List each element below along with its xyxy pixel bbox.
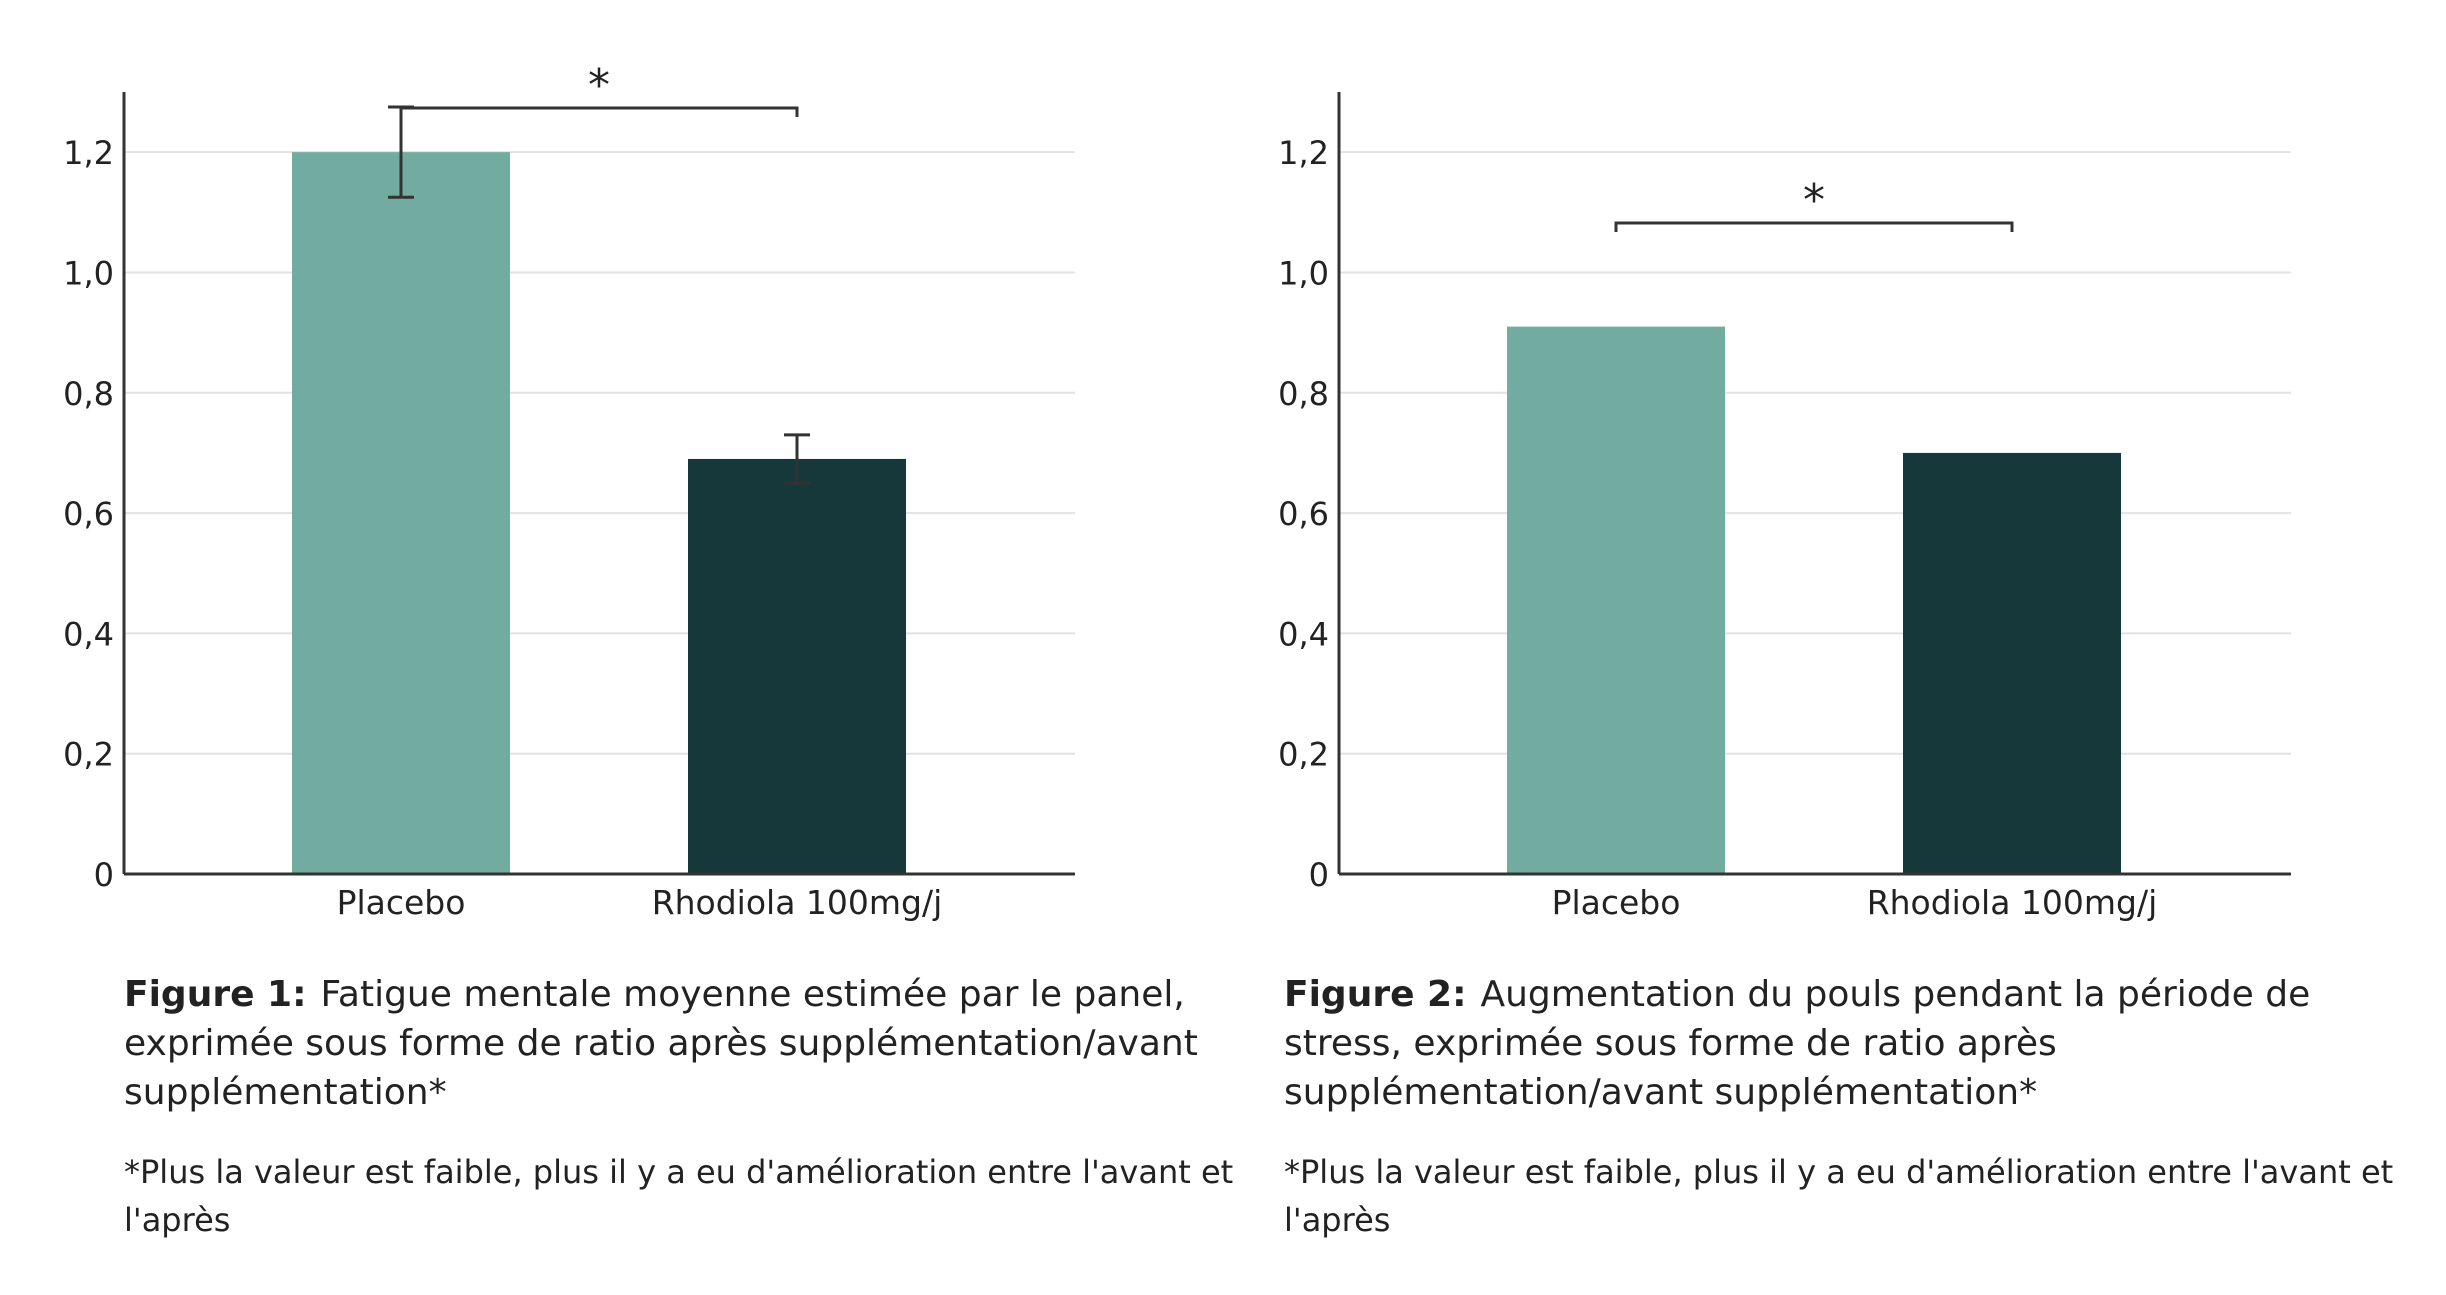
figure-2-bar-placebo [1507, 326, 1725, 875]
figure-1-y-tick-label: 0,6 [63, 495, 114, 533]
figure-1-y-tick-label: 0,8 [63, 375, 114, 413]
figure-2-label: Figure 2: [1284, 974, 1467, 1015]
figure-1-y-tick-label: 0,4 [63, 615, 114, 653]
figure-2-caption-text: Augmentation du pouls pendant la période… [1284, 974, 2311, 1113]
figure-1-note: *Plus la valeur est faible, plus il y a … [124, 1153, 1234, 1239]
figure-2-x-tick-label: Rhodiola 100mg/j [1867, 883, 2158, 922]
figure-2-y-tick-label: 0,6 [1278, 495, 1329, 533]
figure-2-y-tick-label: 0,4 [1278, 615, 1329, 653]
figure-1-x-tick-label: Placebo [337, 883, 466, 922]
figure-1-significance-label: * [588, 60, 610, 111]
figure-2-significance-bracket [1614, 221, 2014, 232]
figure-1-caption-text: Fatigue mentale moyenne estimée par le p… [124, 974, 1198, 1113]
figure-2-caption: Figure 2: Augmentation du pouls pendant l… [1284, 970, 2424, 1117]
figure-2-y-tick-label: 0 [1309, 856, 1329, 894]
figure-2-y-tick-label: 0,2 [1278, 736, 1329, 774]
figure-1-bar-placebo [292, 152, 510, 875]
figure-1-y-tick-label: 1,2 [63, 134, 114, 172]
figure-2-x-tick-label: Placebo [1552, 883, 1681, 922]
figure-2-bar-rhodiola [1903, 452, 2121, 874]
figure-1-x-tick-label: Rhodiola 100mg/j [652, 883, 943, 922]
figure-1-y-tick-label: 0 [94, 856, 114, 894]
figure-2-note: *Plus la valeur est faible, plus il y a … [1284, 1153, 2394, 1239]
figure-2-bar-chart: 0 0,2 0,4 0,6 0,8 1,0 1,2 Placebo Rhodiola 100mg… [1278, 92, 2291, 922]
figure-1-y-tick-label: 1,0 [63, 254, 114, 292]
figure-1-label: Figure 1: [124, 974, 307, 1015]
figure-1-bar-chart: 0 0,2 0,4 0,6 0,8 1,0 1,2 Placebo Rhodiola 100mg… [63, 60, 1075, 922]
figure-2-significance-label: * [1803, 175, 1825, 226]
figure-1-caption: Figure 1: Fatigue mentale moyenne estimée… [124, 970, 1264, 1117]
figure-2-y-tick-label: 1,0 [1278, 254, 1329, 292]
figure-1-bar-rhodiola [688, 458, 906, 874]
figure-2-y-tick-label: 1,2 [1278, 134, 1329, 172]
figure-1-significance-bracket [399, 106, 799, 117]
figure-2-y-tick-label: 0,8 [1278, 375, 1329, 413]
figure-1-y-tick-label: 0,2 [63, 736, 114, 774]
